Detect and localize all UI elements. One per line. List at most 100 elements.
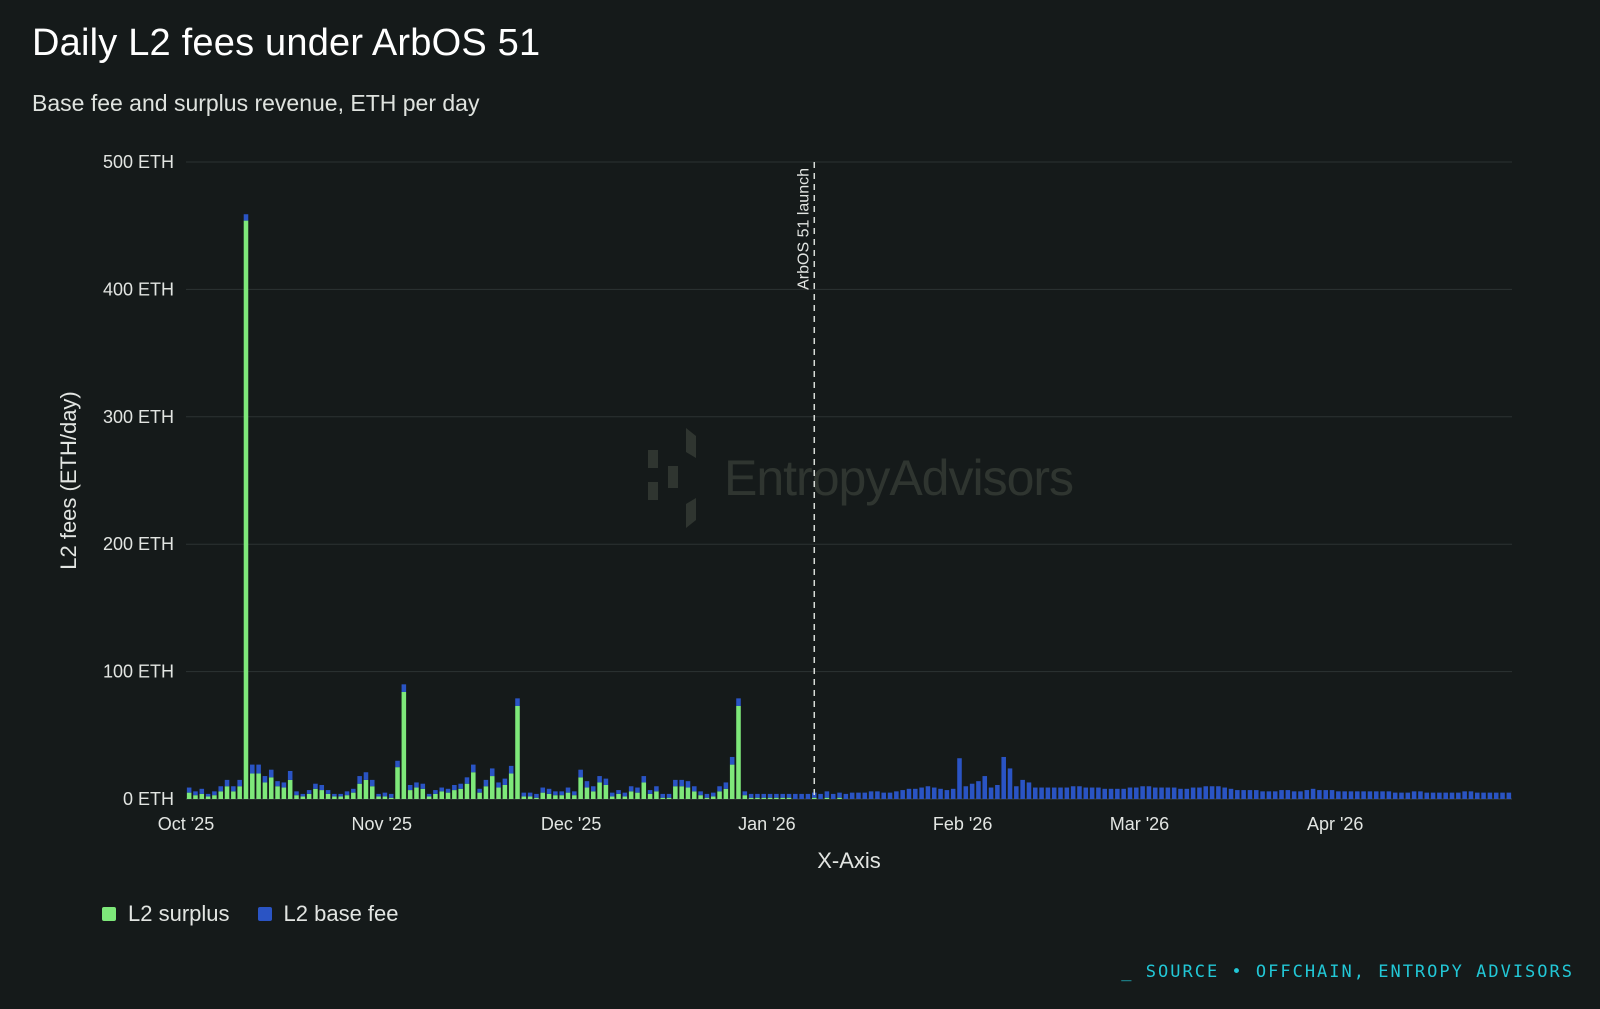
bar-surplus (300, 796, 306, 799)
bar-base-fee (1121, 788, 1126, 799)
bar-surplus (319, 790, 325, 799)
bar-base-fee (1216, 786, 1221, 799)
bar-surplus (458, 788, 463, 799)
bar-base-fee (205, 793, 211, 797)
bar-surplus (698, 795, 703, 799)
bar-base-fee (319, 784, 325, 791)
bar-base-fee (1247, 790, 1253, 799)
bar-surplus (275, 786, 280, 799)
bar-surplus (287, 779, 293, 799)
bar-surplus (553, 795, 558, 799)
bar-surplus (710, 796, 716, 799)
bar-base-fee (679, 779, 684, 787)
bar-surplus (597, 782, 602, 799)
bar-surplus (338, 796, 343, 799)
bar-surplus (420, 788, 426, 799)
bar-base-fee (458, 783, 463, 789)
legend-label-surplus: L2 surplus (128, 901, 230, 926)
bar-base-fee (1399, 792, 1404, 799)
bar-base-fee (344, 791, 350, 796)
bar-surplus (205, 796, 211, 799)
bar-base-fee (300, 793, 306, 797)
bar-base-fee (1367, 791, 1373, 799)
bar-base-fee (1304, 790, 1310, 799)
bar-base-fee (1285, 790, 1291, 799)
bar-base-fee (193, 791, 198, 796)
bar-surplus (351, 792, 356, 799)
bar-base-fee (1500, 792, 1505, 799)
bar-base-fee (382, 792, 388, 797)
bar-surplus (395, 767, 400, 799)
bar-base-fee (767, 793, 773, 798)
bar-base-fee (1115, 788, 1120, 799)
bar-base-fee (256, 764, 261, 774)
bar-base-fee (1361, 791, 1366, 799)
bar-base-fee (287, 770, 293, 780)
bar-base-fee (407, 784, 413, 791)
bar-base-fee (811, 792, 817, 798)
bar-base-fee (1108, 788, 1114, 799)
bar-base-fee (1241, 790, 1246, 799)
bar-surplus (603, 784, 609, 799)
bar-base-fee (862, 792, 868, 799)
legend-item-base-fee[interactable]: L2 base fee (257, 901, 399, 927)
bar-base-fee (1014, 786, 1019, 799)
bar-base-fee (590, 786, 596, 792)
bar-surplus (250, 773, 255, 799)
bar-base-fee (1310, 788, 1316, 799)
bar-base-fee (363, 772, 369, 780)
bar-surplus (508, 773, 514, 799)
bar-base-fee (685, 781, 691, 788)
bar-base-fee (527, 792, 533, 797)
grid-layer (186, 161, 1512, 800)
bar-surplus (489, 776, 495, 799)
bar-base-fee (1386, 791, 1392, 799)
bar-base-fee (1336, 791, 1341, 799)
legend-item-surplus[interactable]: L2 surplus (102, 901, 230, 927)
bar-base-fee (988, 787, 994, 799)
bar-base-fee (275, 781, 280, 787)
bar-base-fee (982, 776, 988, 799)
bar-base-fee (875, 791, 880, 799)
bar-base-fee (1266, 791, 1272, 799)
bar-surplus (609, 796, 615, 799)
bar-base-fee (1102, 788, 1108, 799)
bar-base-fee (1474, 792, 1480, 799)
bar-surplus (527, 796, 533, 799)
bar-base-fee (496, 782, 501, 788)
bar-base-fee (1392, 792, 1398, 799)
bar-base-fee (698, 791, 703, 796)
bar-surplus (837, 797, 842, 799)
bar-base-fee (1279, 790, 1284, 799)
bar-base-fee (969, 783, 975, 799)
bar-base-fee (1342, 791, 1347, 799)
y-tick-label: 100 ETH (103, 662, 174, 682)
bar-base-fee (477, 788, 482, 793)
bar-base-fee (1411, 791, 1417, 799)
bar-surplus (401, 691, 407, 799)
bar-surplus (376, 796, 381, 799)
bar-surplus (729, 764, 735, 799)
bar-base-fee (351, 788, 356, 793)
bar-base-fee (742, 791, 748, 796)
bar-base-fee (868, 791, 874, 799)
bar-base-fee (654, 786, 659, 792)
bar-surplus (534, 797, 539, 799)
bar-base-fee (1001, 756, 1006, 799)
bar-base-fee (1506, 792, 1512, 799)
bars-layer (186, 214, 1512, 799)
bar-surplus (496, 787, 501, 799)
bar-base-fee (250, 764, 255, 774)
bar-base-fee (1424, 792, 1430, 799)
bar-surplus (704, 797, 710, 799)
bar-surplus (635, 792, 640, 799)
bar-surplus (584, 787, 590, 799)
bar-base-fee (818, 793, 823, 799)
annotation-layer: ArbOS 51 launch (795, 162, 816, 799)
bar-surplus (471, 772, 476, 799)
bar-base-fee (931, 787, 937, 799)
bar-base-fee (388, 793, 394, 798)
bar-base-fee (1064, 787, 1070, 799)
bar-base-fee (1152, 787, 1158, 799)
